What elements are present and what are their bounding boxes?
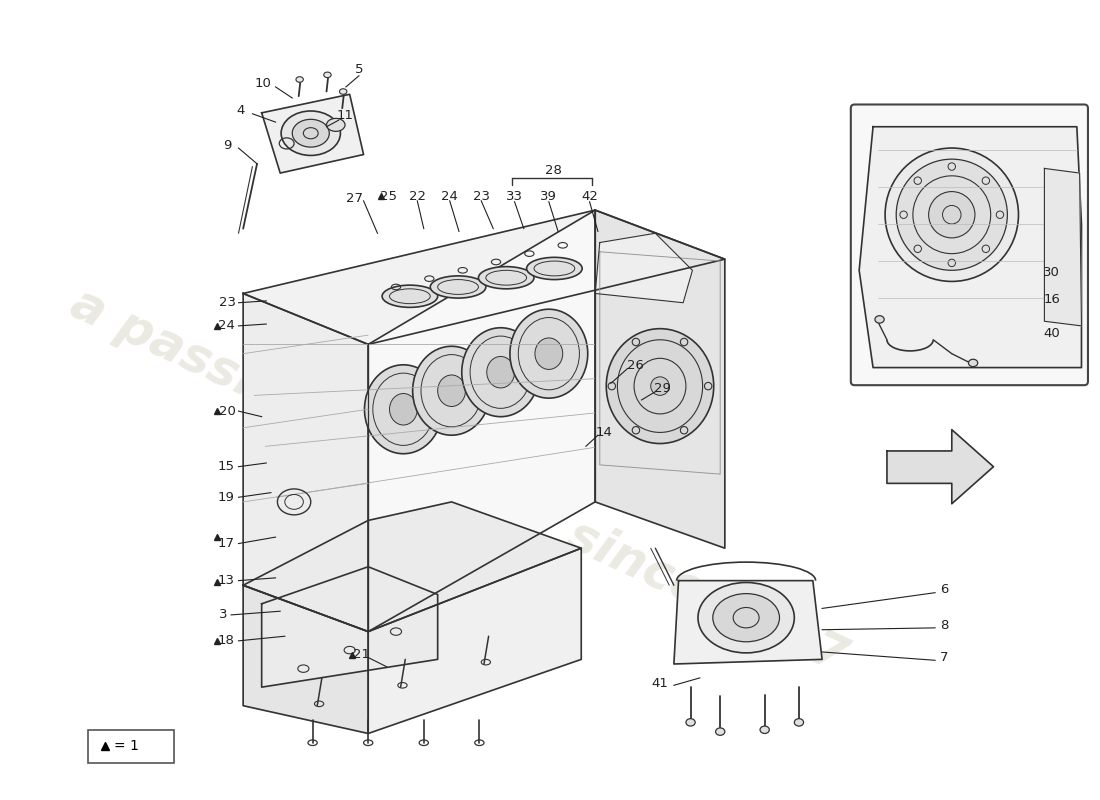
FancyBboxPatch shape [850,105,1088,385]
Ellipse shape [928,191,975,238]
Ellipse shape [510,310,587,398]
Text: 29: 29 [654,382,671,395]
Polygon shape [243,210,725,345]
Text: 4: 4 [236,103,244,117]
Ellipse shape [886,148,1019,282]
Polygon shape [595,234,692,302]
Ellipse shape [760,726,769,734]
Text: 21: 21 [353,648,371,662]
Polygon shape [262,94,364,173]
Text: 18: 18 [218,634,235,647]
Ellipse shape [698,582,794,653]
Text: 25: 25 [381,190,397,202]
Text: 20: 20 [219,405,235,418]
Text: eurospares
a passion for parts since 1987: eurospares a passion for parts since 198… [63,229,878,682]
Ellipse shape [478,266,534,289]
Text: 40: 40 [1044,327,1060,340]
Text: 30: 30 [1044,266,1060,278]
Ellipse shape [340,89,346,94]
Ellipse shape [651,377,669,395]
Polygon shape [1044,169,1081,326]
Text: 41: 41 [651,677,669,690]
Ellipse shape [389,394,417,425]
Text: 42: 42 [581,190,598,202]
Polygon shape [243,586,368,734]
Text: 11: 11 [337,109,353,122]
Polygon shape [262,566,438,687]
Polygon shape [859,126,1081,367]
Text: 16: 16 [1044,294,1060,306]
Polygon shape [887,430,993,504]
Text: 15: 15 [218,460,235,473]
Text: 8: 8 [940,618,948,631]
Polygon shape [595,210,725,548]
Ellipse shape [323,72,331,78]
Ellipse shape [686,718,695,726]
Polygon shape [243,294,368,631]
Text: = 1: = 1 [114,739,140,754]
Ellipse shape [462,328,540,417]
Ellipse shape [412,346,491,435]
Text: 6: 6 [940,583,948,596]
Text: 19: 19 [218,490,235,504]
Ellipse shape [527,258,582,279]
Text: 14: 14 [596,426,613,439]
Ellipse shape [382,285,438,307]
Polygon shape [674,581,822,664]
Ellipse shape [282,111,340,155]
Text: 39: 39 [540,190,558,202]
Text: 5: 5 [354,62,363,76]
FancyBboxPatch shape [88,730,174,763]
Text: 7: 7 [940,651,948,664]
Polygon shape [243,502,581,631]
Text: 23: 23 [219,296,235,310]
Text: 26: 26 [627,359,644,372]
Ellipse shape [296,77,304,82]
Ellipse shape [364,365,442,454]
Ellipse shape [535,338,563,370]
Ellipse shape [327,118,345,131]
Ellipse shape [487,357,515,388]
Text: 17: 17 [218,537,235,550]
Ellipse shape [606,329,714,443]
Text: 24: 24 [441,190,459,202]
Ellipse shape [293,119,329,147]
Ellipse shape [713,594,780,642]
Ellipse shape [438,375,465,406]
Polygon shape [368,548,581,734]
Text: 22: 22 [409,190,426,202]
Polygon shape [368,210,595,631]
Text: 28: 28 [544,164,562,177]
Ellipse shape [896,159,1008,270]
Text: 10: 10 [254,77,271,90]
Ellipse shape [968,359,978,366]
Text: 13: 13 [218,574,235,587]
Text: 3: 3 [219,609,227,622]
Ellipse shape [874,316,884,323]
Text: 27: 27 [345,191,363,205]
Ellipse shape [794,718,804,726]
Text: 9: 9 [223,138,232,152]
Ellipse shape [716,728,725,735]
Text: 33: 33 [506,190,524,202]
Text: 23: 23 [473,190,490,202]
Ellipse shape [430,276,486,298]
Text: 24: 24 [218,319,235,332]
